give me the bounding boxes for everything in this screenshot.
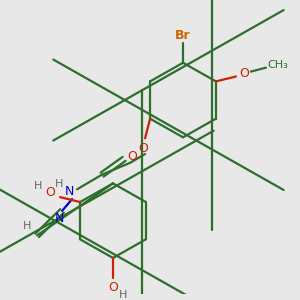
Text: N: N xyxy=(64,185,74,198)
Text: O: O xyxy=(45,186,55,199)
Text: O: O xyxy=(108,281,118,294)
Text: O: O xyxy=(239,67,249,80)
Text: Br: Br xyxy=(175,29,191,42)
Text: H: H xyxy=(23,220,31,231)
Text: N: N xyxy=(54,212,64,225)
Text: H: H xyxy=(34,181,42,191)
Text: H: H xyxy=(55,179,63,189)
Text: CH₃: CH₃ xyxy=(268,60,288,70)
Text: H: H xyxy=(119,290,127,300)
Text: O: O xyxy=(127,150,137,164)
Text: O: O xyxy=(138,142,148,154)
